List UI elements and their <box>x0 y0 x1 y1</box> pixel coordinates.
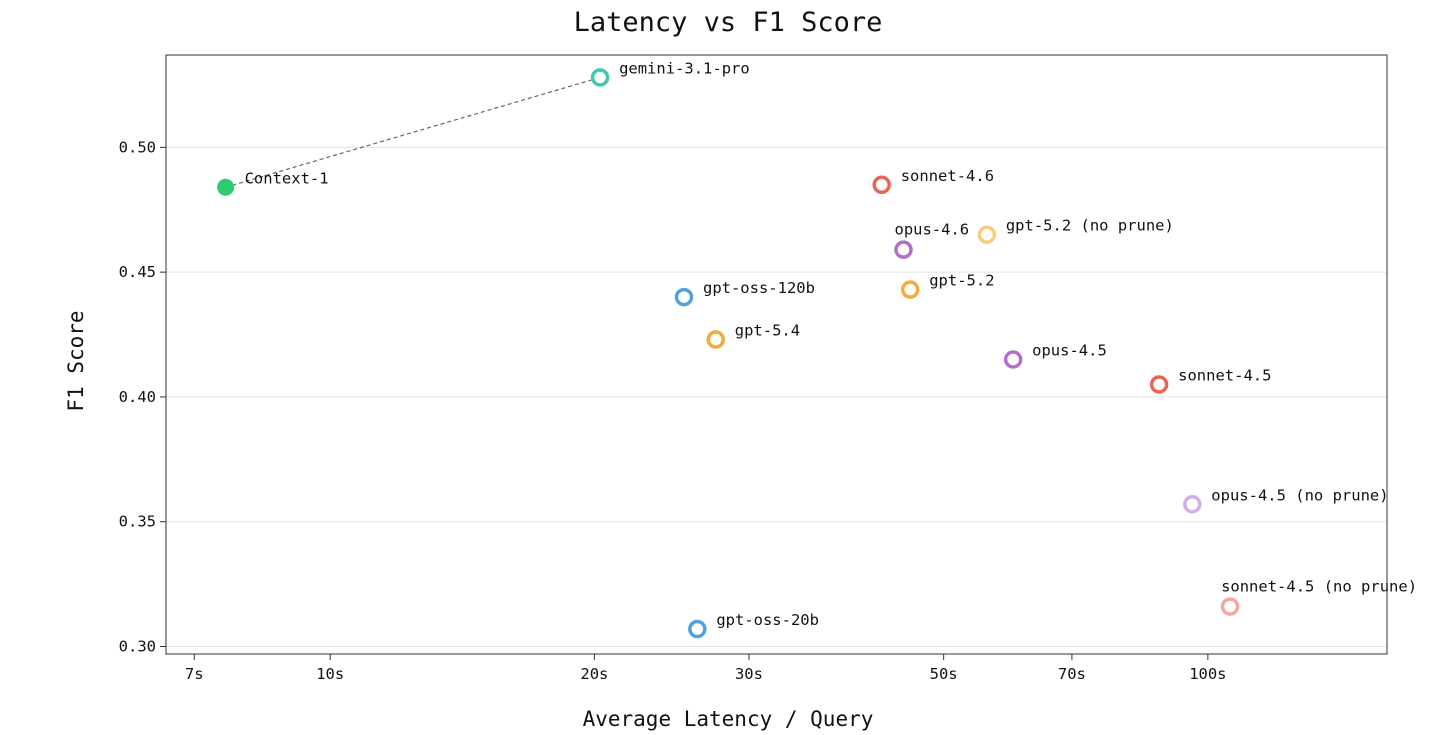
y-tick-label: 0.45 <box>119 263 156 281</box>
point-label-gpt-5-4: gpt-5.4 <box>735 322 800 340</box>
y-axis-label: F1 Score <box>64 310 88 411</box>
x-tick-label: 10s <box>316 665 344 683</box>
x-tick-label: 50s <box>930 665 958 683</box>
x-axis-ticks: 7s 10s 20s 30s 50s 70s 100s <box>185 654 1227 683</box>
point-opus-4-5 <box>1003 350 1023 369</box>
point-label-sonnet-4-5: sonnet-4.5 <box>1178 366 1271 384</box>
point-label-opus-4-5: opus-4.5 <box>1032 341 1107 359</box>
point-label-gpt-5-2: gpt-5.2 <box>929 272 994 290</box>
point-opus-4-5-no-prune <box>1183 495 1202 514</box>
point-label-context-1: Context-1 <box>245 169 329 187</box>
point-label-gpt-5-2-no-prune: gpt-5.2 (no prune) <box>1006 217 1174 235</box>
x-tick-label: 30s <box>735 665 763 683</box>
connector-layer <box>225 76 601 188</box>
point-gpt-oss-20b <box>688 619 707 639</box>
point-label-sonnet-4-5-no-prune: sonnet-4.5 (no prune) <box>1221 578 1417 596</box>
point-gpt-5-2 <box>900 280 920 299</box>
point-sonnet-4-5-no-prune <box>1220 597 1240 616</box>
y-tick-label: 0.50 <box>119 138 156 156</box>
point-gpt-5-2-no-prune <box>977 225 997 244</box>
x-tick-label: 100s <box>1189 665 1226 683</box>
point-label-gpt-oss-20b: gpt-oss-20b <box>716 611 819 629</box>
point-label-sonnet-4-6: sonnet-4.6 <box>901 167 994 185</box>
point-gemini-3-1-pro <box>590 68 610 87</box>
y-axis-ticks: 0.30 0.35 0.40 0.45 0.50 <box>119 138 166 656</box>
point-sonnet-4-6 <box>872 175 891 195</box>
x-tick-label: 7s <box>185 665 204 683</box>
chart-title: Latency vs F1 Score <box>574 7 883 38</box>
point-label-gpt-oss-120b: gpt-oss-120b <box>703 279 815 297</box>
connector-line <box>225 76 601 188</box>
x-tick-label: 20s <box>580 665 608 683</box>
points-layer <box>217 68 1240 639</box>
point-gpt-5-4 <box>706 330 726 349</box>
point-label-gemini-3-1-pro: gemini-3.1-pro <box>619 59 750 77</box>
y-tick-label: 0.30 <box>119 638 156 656</box>
point-sonnet-4-5 <box>1149 375 1169 394</box>
point-gpt-oss-120b <box>674 287 694 307</box>
y-tick-label: 0.40 <box>119 388 156 406</box>
point-context-1 <box>217 178 235 196</box>
gridlines <box>166 146 1387 648</box>
point-label-opus-4-6: opus-4.6 <box>894 221 969 239</box>
point-opus-4-6 <box>894 240 913 259</box>
point-labels: Context-1 gemini-3.1-pro sonnet-4.6 gpt-5.2… <box>245 59 1417 629</box>
x-tick-label: 70s <box>1058 665 1086 683</box>
y-tick-label: 0.35 <box>119 513 156 531</box>
x-axis-label: Average Latency / Query <box>583 707 874 731</box>
point-label-opus-4-5-no-prune: opus-4.5 (no prune) <box>1211 486 1388 504</box>
plot-frame <box>165 54 1388 655</box>
